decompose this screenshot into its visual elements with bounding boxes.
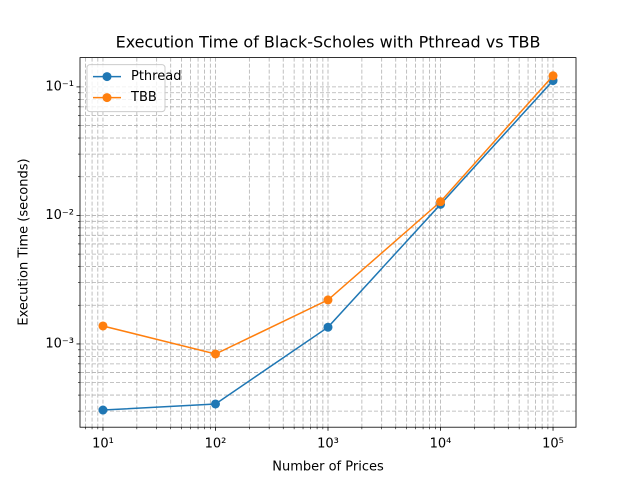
legend-marker <box>102 72 112 82</box>
legend-label: Pthread <box>131 69 181 84</box>
x-tick-label: 10⁴ <box>430 437 452 452</box>
x-axis-label: Number of Prices <box>272 460 384 475</box>
data-point <box>436 197 446 207</box>
legend-label: TBB <box>130 90 157 105</box>
y-tick-label: 10⁻³ <box>45 336 74 351</box>
plot-frame <box>79 57 577 428</box>
x-tick-label: 10² <box>205 437 227 452</box>
y-axis-label: Execution Time (seconds) <box>17 158 32 325</box>
data-point <box>210 399 220 409</box>
data-point <box>98 321 108 331</box>
data-point <box>98 405 108 415</box>
y-tick-label: 10⁻¹ <box>45 79 74 94</box>
x-tick-label: 10⁵ <box>542 437 564 452</box>
data-point <box>548 71 558 81</box>
legend-marker <box>102 93 112 103</box>
data-point <box>210 349 220 359</box>
y-tick-label: 10⁻² <box>45 208 74 223</box>
data-point <box>323 295 333 305</box>
x-tick-label: 10³ <box>317 437 339 452</box>
data-point <box>323 322 333 332</box>
x-tick-label: 10¹ <box>92 437 114 452</box>
chart-title: Execution Time of Black-Scholes with Pth… <box>116 33 541 52</box>
